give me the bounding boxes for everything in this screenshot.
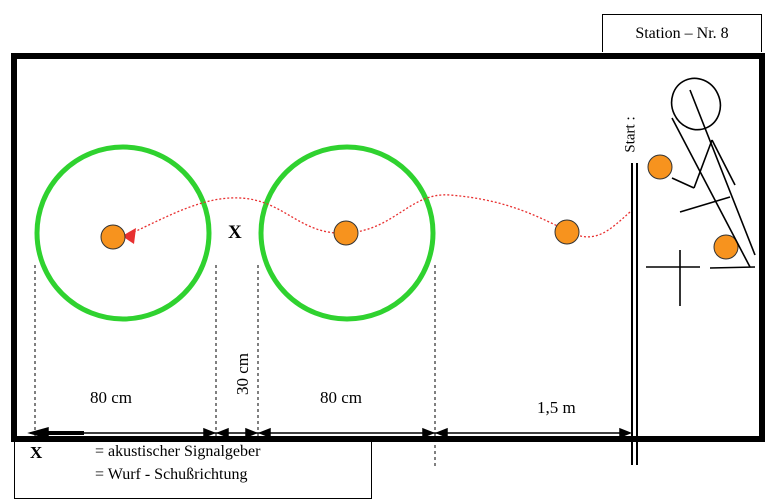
station-label: Station – Nr. 8 <box>635 25 729 42</box>
measure-guides <box>34 265 436 468</box>
ball-right <box>554 219 580 245</box>
dimension-line <box>27 427 633 439</box>
ball-left <box>100 224 126 250</box>
station-label-box: Station – Nr. 8 <box>602 14 762 52</box>
dimension-label-3: 80 cm <box>320 388 363 407</box>
ball-person-hand <box>647 154 673 180</box>
field-border <box>11 53 765 442</box>
legend-item-signal: = akustischer Signalgeber <box>95 443 261 460</box>
hoop-left <box>34 144 212 322</box>
legend-symbol-x: X <box>30 443 43 462</box>
legend-item-direction: = Wurf - Schußrichtung <box>95 466 248 483</box>
throw-arrowhead <box>122 228 136 244</box>
signal-marker: X <box>228 222 242 243</box>
hoop-middle <box>258 144 436 322</box>
ball-person-foot <box>713 234 739 260</box>
dimension-label-1: 80 cm <box>90 388 133 407</box>
dimension-label-4: 1,5 m <box>537 398 576 417</box>
dimension-label-2: 30 cm <box>233 352 253 396</box>
start-label: Start : <box>622 116 639 153</box>
ball-middle <box>333 220 359 246</box>
thrower-figure <box>646 77 756 306</box>
